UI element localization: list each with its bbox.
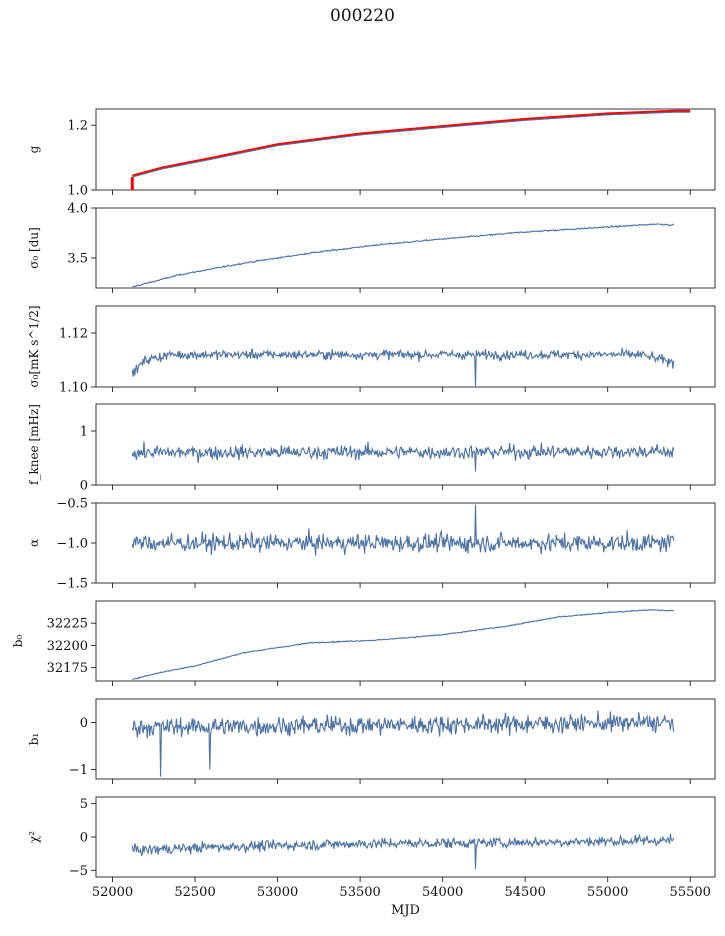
panel-4-frame bbox=[95, 403, 716, 486]
panel-3-frame bbox=[95, 305, 716, 388]
panel-2-frame bbox=[95, 207, 716, 289]
x-tick-label: 53500 bbox=[339, 885, 380, 900]
y-tick-label: 3.5 bbox=[67, 252, 88, 267]
panel-3-series-line bbox=[131, 347, 675, 388]
y-tick-label: 1.10 bbox=[59, 381, 88, 396]
y-tick-label: 32225 bbox=[47, 617, 88, 632]
y-tick-label: 1.2 bbox=[67, 119, 88, 134]
y-tick-label: 32200 bbox=[47, 639, 88, 654]
panel-8-frame bbox=[95, 796, 716, 878]
panel-6-frame bbox=[95, 600, 716, 682]
y-tick-label: −1 bbox=[69, 763, 88, 778]
y-tick-label: 0 bbox=[80, 716, 88, 731]
x-axis-label: MJD bbox=[391, 903, 420, 918]
panel-8-ylabel: χ² bbox=[27, 831, 41, 843]
panel-6-series-line bbox=[132, 608, 674, 680]
y-tick-label: 0 bbox=[80, 831, 88, 846]
panel-8-series-line bbox=[131, 833, 675, 870]
x-tick-label: 55500 bbox=[670, 885, 711, 900]
y-tick-label: −1.5 bbox=[56, 577, 88, 592]
x-tick-label: 52000 bbox=[92, 885, 133, 900]
panel-7-ylabel: b₁ bbox=[27, 733, 41, 746]
x-tick-label: 54500 bbox=[504, 885, 545, 900]
y-tick-label: 32175 bbox=[47, 661, 88, 676]
panel-2-series-line bbox=[132, 223, 675, 288]
figure-title: 000220 bbox=[330, 6, 395, 26]
panel-1-frame bbox=[95, 108, 716, 191]
panel-5-series-line bbox=[131, 504, 675, 556]
panel-3-ylabel: σ₀[mK s^1/2] bbox=[27, 305, 41, 387]
panel-7-series-line bbox=[131, 710, 675, 777]
y-tick-label: 0 bbox=[80, 479, 88, 494]
panel-5-ylabel: α bbox=[27, 539, 41, 547]
x-tick-label: 54000 bbox=[422, 885, 463, 900]
panel-7-frame bbox=[95, 698, 716, 780]
y-tick-label: 4.0 bbox=[67, 202, 88, 217]
x-tick-label: 53000 bbox=[257, 885, 298, 900]
y-tick-label: −5 bbox=[69, 864, 88, 879]
x-tick-label: 55000 bbox=[587, 885, 628, 900]
panel-4-ylabel: f_knee [mHz] bbox=[27, 404, 41, 485]
x-tick-label: 52500 bbox=[174, 885, 215, 900]
panel-4-series-line bbox=[131, 441, 675, 472]
y-tick-label: 1.12 bbox=[59, 327, 88, 342]
y-tick-label: −0.5 bbox=[56, 497, 88, 512]
y-tick-label: 1 bbox=[80, 425, 88, 440]
y-tick-label: −1.0 bbox=[56, 537, 88, 552]
y-tick-label: 5 bbox=[80, 797, 88, 812]
panel-2-ylabel: σ₀ [du] bbox=[27, 227, 41, 269]
panel-1-ylabel: g bbox=[27, 145, 41, 153]
y-tick-label: 1.0 bbox=[67, 184, 88, 199]
panel-6-ylabel: b₀ bbox=[11, 635, 25, 648]
panel-1-series-line bbox=[132, 111, 691, 178]
series-line-model bbox=[132, 109, 691, 177]
